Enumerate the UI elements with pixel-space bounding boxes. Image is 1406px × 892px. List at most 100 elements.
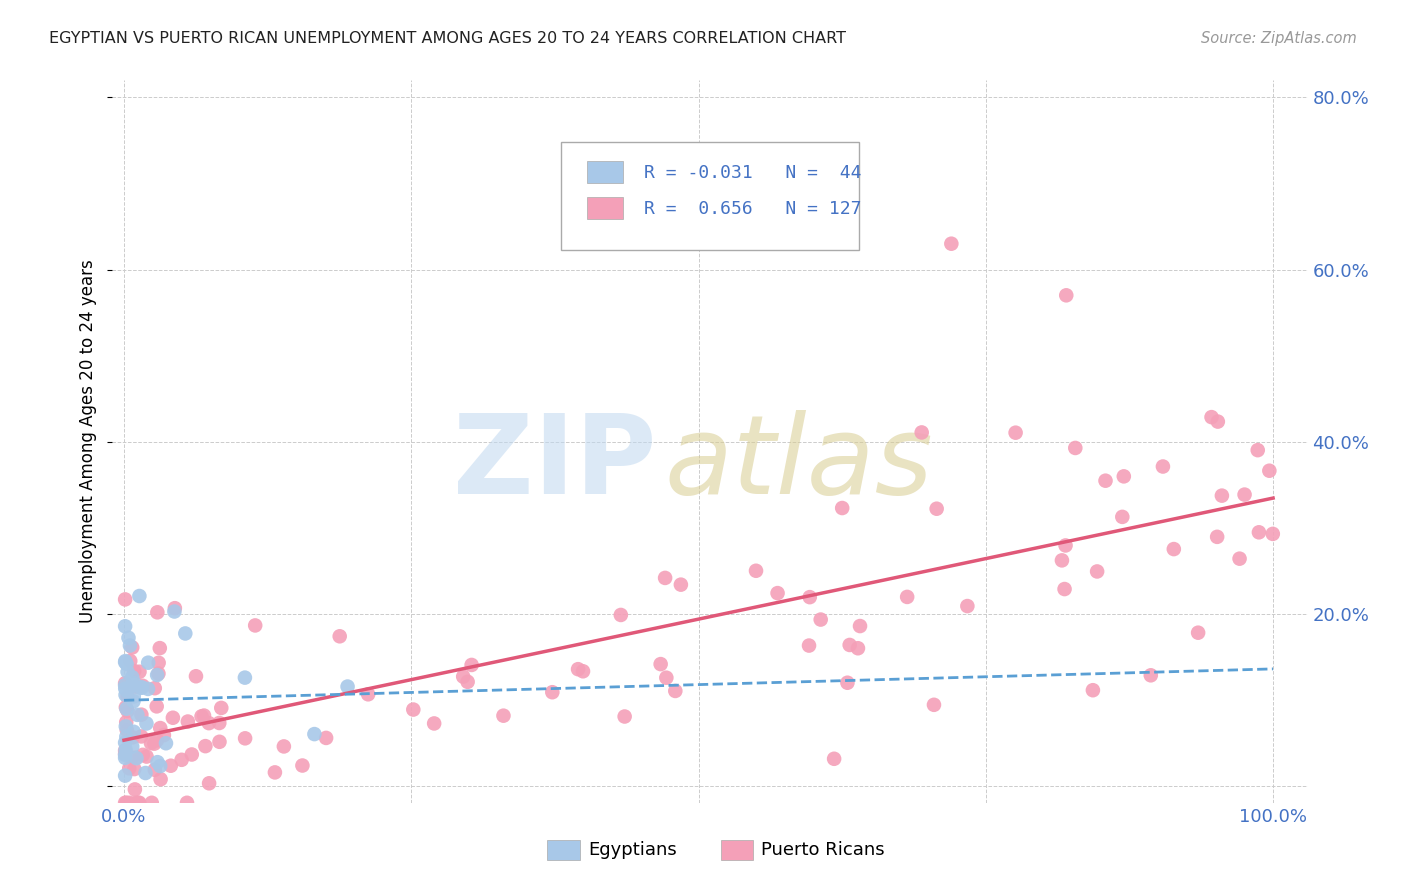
FancyBboxPatch shape — [721, 840, 754, 860]
Point — [315, 731, 337, 745]
Point — [849, 619, 872, 633]
Point — [198, 776, 221, 790]
Point — [143, 737, 166, 751]
Point — [153, 728, 176, 742]
Point — [304, 727, 326, 741]
Point — [1004, 425, 1026, 440]
Point — [1258, 464, 1281, 478]
Text: R = -0.031   N =  44: R = -0.031 N = 44 — [644, 164, 862, 182]
Point — [956, 599, 979, 613]
Point — [669, 577, 692, 591]
Point — [357, 687, 380, 701]
Point — [810, 613, 832, 627]
Point — [766, 586, 789, 600]
Point — [122, 724, 145, 739]
Point — [117, 665, 139, 679]
Point — [209, 701, 232, 715]
Point — [1229, 551, 1251, 566]
Point — [610, 607, 633, 622]
FancyBboxPatch shape — [547, 840, 579, 860]
Point — [336, 680, 359, 694]
Point — [114, 736, 136, 750]
Text: EGYPTIAN VS PUERTO RICAN UNEMPLOYMENT AMONG AGES 20 TO 24 YEARS CORRELATION CHAR: EGYPTIAN VS PUERTO RICAN UNEMPLOYMENT AM… — [49, 31, 846, 46]
Point — [233, 671, 256, 685]
Point — [1094, 474, 1116, 488]
Point — [1163, 542, 1185, 557]
Point — [896, 590, 918, 604]
Point — [654, 571, 676, 585]
Point — [1201, 410, 1223, 425]
Point — [136, 681, 159, 696]
Point — [149, 641, 172, 656]
Point — [198, 716, 221, 731]
Point — [193, 708, 215, 723]
Point — [143, 763, 166, 777]
Text: R =  0.656   N = 127: R = 0.656 N = 127 — [644, 200, 862, 218]
Point — [177, 714, 200, 729]
Point — [146, 605, 169, 619]
Point — [135, 716, 157, 731]
Point — [245, 618, 267, 632]
Point — [148, 656, 170, 670]
Point — [159, 758, 181, 772]
Point — [122, 690, 145, 704]
Point — [291, 758, 314, 772]
Point — [115, 796, 138, 810]
Point — [174, 626, 197, 640]
Point — [457, 674, 479, 689]
Point — [114, 719, 136, 733]
Point — [423, 716, 446, 731]
Point — [1261, 527, 1284, 541]
Point — [163, 605, 186, 619]
Point — [146, 733, 169, 747]
Point — [131, 707, 153, 722]
Point — [136, 656, 159, 670]
Point — [118, 761, 141, 775]
Point — [194, 739, 217, 753]
Text: Puerto Ricans: Puerto Ricans — [762, 841, 884, 859]
Point — [208, 716, 231, 731]
Text: Egyptians: Egyptians — [588, 841, 676, 859]
Text: ZIP: ZIP — [453, 409, 657, 516]
Point — [492, 708, 515, 723]
Point — [233, 731, 256, 746]
Point — [797, 639, 820, 653]
Point — [114, 678, 136, 692]
Point — [1050, 553, 1073, 567]
Point — [1139, 668, 1161, 682]
Point — [329, 629, 352, 643]
Point — [120, 654, 142, 668]
Point — [1081, 683, 1104, 698]
Point — [121, 640, 143, 655]
Point — [613, 709, 636, 723]
Point — [1187, 625, 1209, 640]
FancyBboxPatch shape — [586, 161, 623, 183]
Point — [114, 743, 136, 757]
Point — [208, 735, 231, 749]
Point — [745, 564, 768, 578]
Point — [129, 730, 152, 744]
Point — [118, 639, 141, 653]
Point — [572, 665, 595, 679]
FancyBboxPatch shape — [561, 142, 859, 250]
Point — [925, 501, 948, 516]
Point — [114, 655, 136, 669]
Point — [941, 236, 963, 251]
Point — [121, 679, 143, 693]
Point — [115, 701, 138, 715]
Point — [180, 747, 202, 762]
Point — [541, 685, 564, 699]
Point — [273, 739, 295, 754]
Point — [114, 751, 136, 765]
Point — [190, 709, 212, 723]
Point — [145, 699, 167, 714]
Point — [127, 707, 149, 722]
Point — [115, 684, 138, 698]
Point — [664, 684, 686, 698]
Point — [176, 796, 198, 810]
Point — [1111, 509, 1133, 524]
Point — [125, 796, 148, 810]
Point — [131, 681, 153, 695]
Point — [184, 669, 207, 683]
Point — [121, 751, 143, 765]
